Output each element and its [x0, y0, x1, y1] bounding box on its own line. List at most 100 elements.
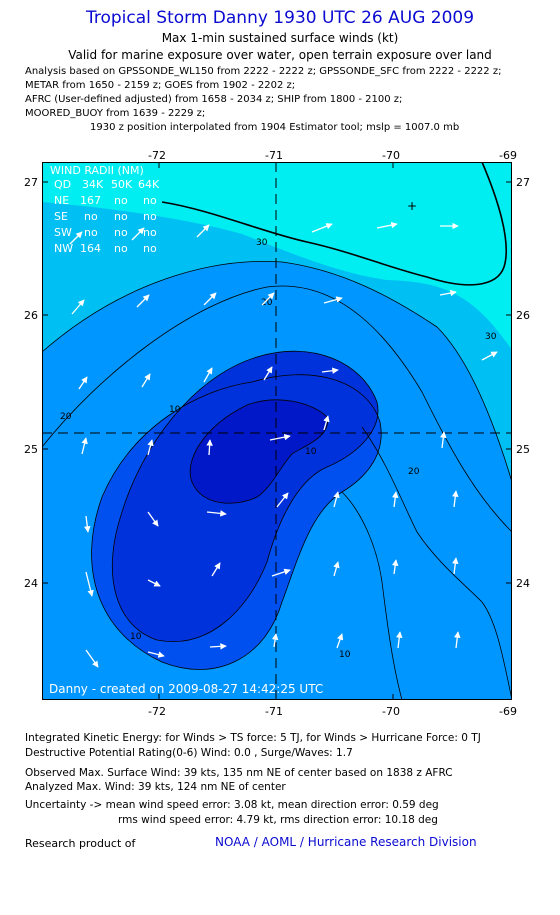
wind-arrow — [336, 633, 344, 649]
wind-arrow — [376, 221, 398, 229]
analysis-source-line: AFRC (User-defined adjusted) from 1658 -… — [25, 94, 403, 105]
wind-arrow — [454, 631, 461, 649]
wind-radii-cell: 167 — [80, 194, 101, 207]
wind-radii-header: 34K — [82, 178, 104, 191]
wind-radii-cell: no — [143, 226, 157, 239]
created-timestamp: Danny - created on 2009-08-27 14:42:25 U… — [49, 682, 323, 696]
band-above-30 — [42, 162, 512, 350]
wind-arrow — [203, 292, 217, 306]
wind-vectors — [69, 221, 498, 668]
validity-note: Valid for marine exposure over water, op… — [68, 48, 492, 62]
wind-radii-cell: SW — [54, 226, 72, 239]
wind-arrow — [141, 373, 151, 388]
position-note: 1930 z position interpolated from 1904 E… — [90, 122, 460, 133]
wind-radii-cell: no — [114, 210, 128, 223]
wind-arrow — [196, 224, 210, 238]
wind-arrow — [69, 231, 83, 245]
wind-arrow — [271, 568, 291, 577]
wind-arrow — [203, 367, 213, 383]
wind-arrow — [85, 649, 99, 668]
wind-radii-cell: no — [143, 194, 157, 207]
lat-label-right: 25 — [516, 443, 530, 456]
contour-line — [341, 491, 403, 700]
uncertainty-mean: Uncertainty -> mean wind speed error: 3.… — [25, 799, 439, 811]
wind-radii-header: 64K — [138, 178, 160, 191]
max-wind-marker: + — [407, 199, 417, 213]
lat-label-left: 24 — [24, 577, 38, 590]
lat-label-left: 26 — [24, 309, 38, 322]
wind-radii-table: WIND RADII (NM) QD 34K 50K 64K NE 167 no… — [50, 164, 160, 255]
map-title: Tropical Storm Danny 1930 UTC 26 AUG 200… — [85, 8, 475, 28]
wind-arrow — [147, 511, 159, 527]
wind-arrow — [481, 351, 498, 361]
map-subtitle: Max 1-min sustained surface winds (kt) — [161, 31, 399, 45]
lon-label-top: -72 — [148, 149, 166, 162]
wind-radii-cell: no — [114, 242, 128, 255]
credit-label: Research product of — [25, 837, 136, 850]
wind-arrow — [85, 571, 94, 597]
wind-arrow — [323, 415, 330, 431]
wind-arrow — [321, 367, 339, 374]
wind-radii-cell: no — [84, 210, 98, 223]
contour-line — [111, 350, 379, 642]
lon-label-top: -71 — [265, 149, 283, 162]
contour-label: 20 — [60, 412, 72, 422]
contour-label: 30 — [256, 238, 268, 248]
lon-label-top: -70 — [382, 149, 400, 162]
contour-line — [161, 162, 508, 286]
contour-label: 10 — [339, 650, 351, 660]
wind-arrow — [452, 557, 459, 575]
wind-arrow — [147, 579, 161, 587]
wind-arrow — [276, 492, 289, 508]
wind-arrow — [311, 223, 333, 233]
contour-line — [361, 426, 512, 700]
wind-field-map: 30 30 20 20 20 10 10 10 10 + WIND RADII … — [42, 162, 512, 700]
wind-radii-cell: 164 — [80, 242, 101, 255]
wind-arrow — [323, 296, 343, 304]
contour-label: 10 — [305, 447, 317, 457]
wind-arrow — [211, 562, 221, 577]
wind-arrow — [440, 431, 447, 449]
lat-label-left: 25 — [24, 443, 38, 456]
wind-arrow — [391, 559, 399, 575]
contour-label: 30 — [485, 332, 497, 342]
wind-arrow — [396, 631, 403, 649]
wind-arrow — [263, 366, 273, 381]
lon-label-bottom: -72 — [148, 705, 166, 718]
wind-arrow — [136, 294, 150, 308]
wind-arrow — [271, 633, 279, 648]
analyzed-max-wind: Analyzed Max. Wind: 39 kts, 124 nm NE of… — [25, 781, 286, 793]
wind-arrow — [261, 292, 275, 306]
lat-label-left: 27 — [24, 176, 38, 189]
wind-arrow — [439, 289, 457, 297]
contour-label: 10 — [169, 405, 181, 415]
wind-radii-cell: SE — [54, 210, 68, 223]
wind-arrow — [333, 561, 340, 577]
lon-label-top: -69 — [499, 149, 517, 162]
wind-arrow — [84, 515, 91, 533]
lon-label-bottom: -70 — [382, 705, 400, 718]
wind-arrow — [392, 491, 399, 508]
analysis-source-line: MOORED_BUOY from 1639 - 2229 z; — [25, 108, 206, 119]
ike-text: Integrated Kinetic Energy: for Winds > T… — [25, 732, 481, 744]
uncertainty-rms: rms wind speed error: 4.79 kt, rms direc… — [118, 814, 438, 826]
wind-arrow — [81, 437, 88, 455]
credit-link[interactable]: NOAA / AOML / Hurricane Research Divisio… — [215, 835, 477, 849]
observed-max-wind: Observed Max. Surface Wind: 39 kts, 135 … — [25, 767, 453, 779]
wind-arrow — [209, 643, 227, 650]
contour-line — [91, 374, 382, 670]
band-core — [190, 399, 328, 504]
contour-line — [189, 399, 328, 504]
wind-radii-cell: NW — [54, 242, 73, 255]
analysis-source-line: METAR from 1650 - 2159 z; GOES from 1902… — [25, 80, 296, 91]
wind-radii-title: WIND RADII (NM) — [50, 164, 144, 177]
wind-radii-header: QD — [54, 178, 71, 191]
wind-radii-cell: NE — [54, 194, 69, 207]
contour-line — [42, 261, 512, 483]
contour-label: 20 — [261, 298, 273, 308]
wind-arrow — [206, 510, 227, 517]
wind-arrow — [71, 299, 85, 315]
dpr-text: Destructive Potential Rating(0-6) Wind: … — [25, 747, 353, 759]
contour-label: 20 — [408, 467, 420, 477]
wind-arrow — [452, 490, 459, 508]
